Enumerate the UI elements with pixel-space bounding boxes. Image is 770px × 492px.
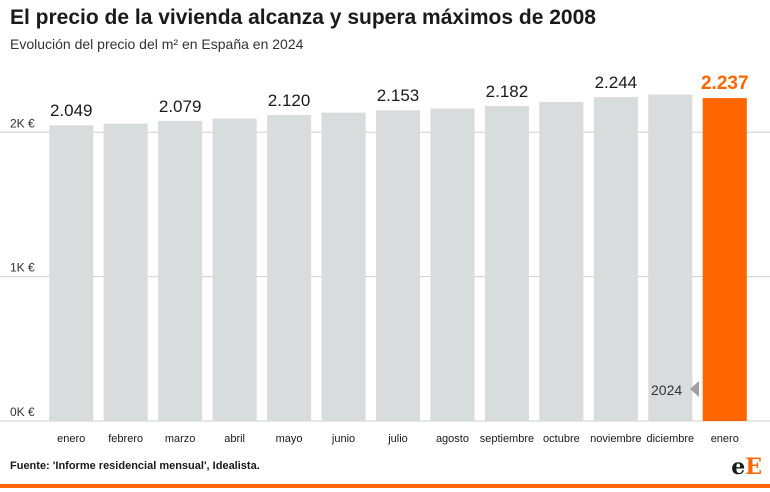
x-tick-label: noviembre xyxy=(590,433,641,445)
triangle-left-icon xyxy=(690,381,700,397)
x-tick-label: septiembre xyxy=(480,433,534,445)
x-tick-label: agosto xyxy=(436,433,469,445)
data-label: 2.079 xyxy=(159,97,202,116)
chart-subtitle: Evolución del precio del m² en España en… xyxy=(10,36,304,52)
x-tick-label: marzo xyxy=(165,433,196,445)
data-label: 2.237 xyxy=(701,73,749,94)
y-tick-label: 1K € xyxy=(10,261,35,275)
year-annotation: 2024 xyxy=(651,381,700,398)
bar xyxy=(539,101,584,421)
x-tick-layer: enero febrero marzo abril mayo junio julio agos… xyxy=(57,433,739,445)
bar-layer xyxy=(49,94,747,422)
source-note: Fuente: 'Informe residencial mensual', I… xyxy=(10,460,260,472)
data-label: 2.244 xyxy=(595,73,638,92)
bar xyxy=(593,97,638,421)
bar xyxy=(702,98,747,422)
x-tick-label: octubre xyxy=(543,433,580,445)
y-tick-label: 2K € xyxy=(10,116,35,130)
x-tick-label: junio xyxy=(331,433,355,445)
bar xyxy=(321,112,366,422)
data-label: 2.120 xyxy=(268,91,311,110)
bar xyxy=(375,110,421,422)
data-label: 2.182 xyxy=(486,82,529,101)
bar xyxy=(484,106,529,421)
x-tick-label: diciembre xyxy=(646,433,694,445)
bar xyxy=(267,114,312,421)
y-tick-label: 0K € xyxy=(10,405,35,419)
bar xyxy=(103,123,148,421)
bar xyxy=(49,125,94,421)
data-label: 2.153 xyxy=(377,86,420,105)
bar xyxy=(648,94,693,421)
x-tick-label: julio xyxy=(387,433,408,445)
x-tick-label: enero xyxy=(57,433,85,445)
bar xyxy=(212,118,257,421)
chart-title: El precio de la vivienda alcanza y super… xyxy=(10,6,596,29)
data-label: 2.049 xyxy=(50,101,93,120)
data-label-layer: 2.049 2.079 2.120 2.153 2.182 2.244 2.237 xyxy=(50,73,749,120)
publisher-logo: eE xyxy=(731,454,762,480)
bar xyxy=(158,120,203,421)
x-tick-label: enero xyxy=(711,433,739,445)
x-tick-label: mayo xyxy=(276,433,303,445)
x-tick-label: febrero xyxy=(108,433,143,445)
year-annotation-label: 2024 xyxy=(651,382,683,398)
x-tick-label: abril xyxy=(224,433,245,445)
bottom-accent-rule xyxy=(0,484,770,488)
bar xyxy=(430,108,475,422)
